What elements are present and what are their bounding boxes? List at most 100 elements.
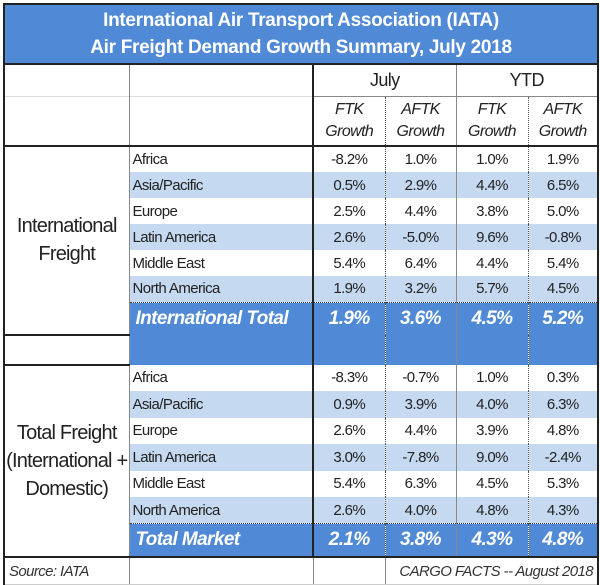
total-value: 5.2% (527, 301, 599, 335)
value-cell: -0.8% (527, 224, 599, 250)
separator-row (3, 333, 599, 366)
region-label: Africa (128, 146, 313, 172)
value-cell: 5.3% (527, 470, 599, 497)
footer-cell (128, 556, 313, 585)
separator-cell (384, 334, 456, 365)
total-value: 4.8% (527, 523, 599, 557)
value-cell: 4.4% (384, 417, 456, 444)
region-label: North America (128, 276, 313, 302)
total-value: 3.6% (384, 301, 456, 335)
value-cell: -8.2% (312, 146, 385, 172)
separator-cell (3, 333, 129, 366)
metric-header: AFTK Growth (527, 96, 599, 147)
table-row: Latin America 2.6% -5.0% 9.6% -0.8% (4, 224, 599, 250)
table-row: Middle East 5.4% 6.3% 4.5% 5.3% (4, 470, 599, 497)
group-label: Total Freight (International + Domestic) (3, 364, 129, 558)
growth-summary-table: International Air Transport Association … (3, 3, 599, 585)
value-cell: 2.6% (312, 497, 385, 524)
value-cell: 0.3% (527, 364, 599, 391)
value-cell: 1.9% (312, 276, 385, 302)
value-cell: -7.8% (384, 444, 456, 471)
region-label: Latin America (128, 224, 313, 250)
value-cell: 0.9% (312, 391, 385, 418)
empty-header-cell (128, 64, 313, 97)
metric-growth: Growth (538, 123, 588, 140)
value-cell: 3.8% (455, 198, 528, 224)
credit-note: CARGO FACTS -- August 2018 (384, 556, 599, 585)
value-cell: 2.9% (384, 172, 456, 198)
value-cell: 9.6% (455, 224, 528, 250)
table-row: Europe 2.5% 4.4% 3.8% 5.0% (4, 198, 599, 224)
value-cell: 2.6% (312, 224, 385, 250)
value-cell: 3.9% (455, 417, 528, 444)
value-cell: 6.5% (527, 172, 599, 198)
region-label: Middle East (128, 250, 313, 276)
value-cell: 4.8% (455, 497, 528, 524)
value-cell: 3.9% (384, 391, 456, 418)
region-label: Africa (128, 364, 313, 391)
value-cell: 3.2% (384, 276, 456, 302)
value-cell: 4.5% (455, 470, 528, 497)
total-value: 4.5% (455, 301, 528, 335)
value-cell: 2.6% (312, 417, 385, 444)
period-header-july: July (312, 64, 456, 97)
source-note: Source: IATA (3, 556, 129, 585)
region-label: Europe (128, 198, 313, 224)
metric-header: FTK Growth (312, 96, 385, 147)
region-label: Asia/Pacific (128, 172, 313, 198)
table-row: Europe 2.6% 4.4% 3.9% 4.8% (4, 417, 599, 444)
value-cell: 0.5% (312, 172, 385, 198)
title-line-2: Air Freight Demand Growth Summary, July … (90, 37, 512, 58)
value-cell: 4.0% (455, 391, 528, 418)
table-row: Latin America 3.0% -7.8% 9.0% -2.4% (4, 444, 599, 471)
metric-growth: Growth (325, 123, 374, 140)
title-line-1: International Air Transport Association … (103, 10, 499, 31)
value-cell: 4.4% (455, 172, 528, 198)
value-cell: 5.4% (312, 250, 385, 276)
empty-header-cell (128, 96, 313, 147)
value-cell: 1.0% (455, 146, 528, 172)
value-cell: 5.7% (455, 276, 528, 302)
separator-cell (455, 334, 528, 365)
region-label: Asia/Pacific (128, 391, 313, 418)
value-cell: 4.0% (384, 497, 456, 524)
total-value: 1.9% (312, 301, 385, 335)
table-row: North America 1.9% 3.2% 5.7% 4.5% (4, 276, 599, 302)
metric-name: FTK (477, 101, 507, 118)
total-value: 2.1% (312, 523, 385, 557)
region-label: Middle East (128, 470, 313, 497)
metric-name: FTK (335, 101, 364, 118)
region-label: Latin America (128, 444, 313, 471)
footer-row: Source: IATA CARGO FACTS -- August 2018 (3, 556, 599, 585)
table-row: International Freight Africa -8.2% 1.0% 1.0%… (3, 146, 599, 335)
value-cell: 5.4% (527, 250, 599, 276)
table-title: International Air Transport Association … (3, 3, 599, 65)
value-cell: 6.3% (384, 470, 456, 497)
value-cell: -2.4% (527, 444, 599, 471)
region-label: North America (128, 497, 313, 524)
metric-header: AFTK Growth (384, 96, 456, 147)
separator-cell (128, 334, 313, 365)
period-header-ytd: YTD (455, 64, 599, 97)
value-cell: 1.9% (527, 146, 599, 172)
total-value: 4.3% (455, 523, 528, 557)
value-cell: 4.3% (527, 497, 599, 524)
total-label: Total Market (128, 523, 313, 557)
region-label: Europe (128, 417, 313, 444)
total-value: 3.8% (384, 523, 456, 557)
metric-name: AFTK (543, 101, 583, 118)
total-row: International Total 1.9% 3.6% 4.5% 5.2% (4, 301, 599, 335)
value-cell: -5.0% (384, 224, 456, 250)
metric-growth: Growth (396, 123, 446, 140)
value-cell: 6.3% (527, 391, 599, 418)
group-label: International Freight (3, 146, 129, 335)
growth-summary-table-container: International Air Transport Association … (3, 3, 599, 585)
value-cell: -0.7% (384, 364, 456, 391)
value-cell: 3.0% (312, 444, 385, 471)
total-label: International Total (128, 301, 313, 335)
table-row: Asia/Pacific 0.9% 3.9% 4.0% 6.3% (4, 391, 599, 418)
value-cell: 9.0% (455, 444, 528, 471)
value-cell: 1.0% (384, 146, 456, 172)
table-row: Total Freight (International + Domestic)… (3, 364, 599, 558)
value-cell: 4.5% (527, 276, 599, 302)
